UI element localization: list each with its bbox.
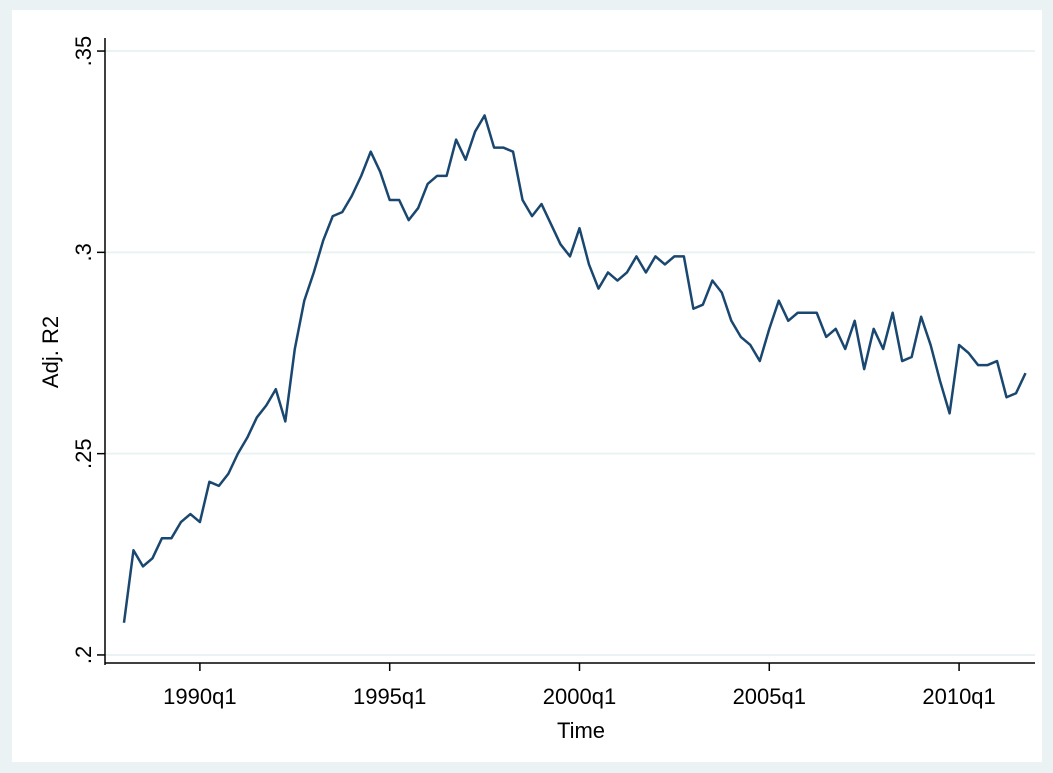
x-tick-label: 2005q1 — [733, 684, 806, 709]
plot-background — [12, 10, 1042, 762]
x-tick-label: 2010q1 — [922, 684, 995, 709]
y-tick-label: .25 — [71, 438, 96, 469]
x-tick-label: 2000q1 — [543, 684, 616, 709]
x-tick-label: 1990q1 — [163, 684, 236, 709]
y-tick-label: .3 — [71, 243, 96, 261]
x-axis-label: Time — [557, 718, 605, 743]
y-tick-label: .35 — [71, 36, 96, 67]
x-tick-label: 1995q1 — [353, 684, 426, 709]
y-axis-label: Adj. R2 — [38, 316, 63, 388]
y-tick-label: .2 — [71, 646, 96, 664]
data-line — [122, 114, 1027, 623]
